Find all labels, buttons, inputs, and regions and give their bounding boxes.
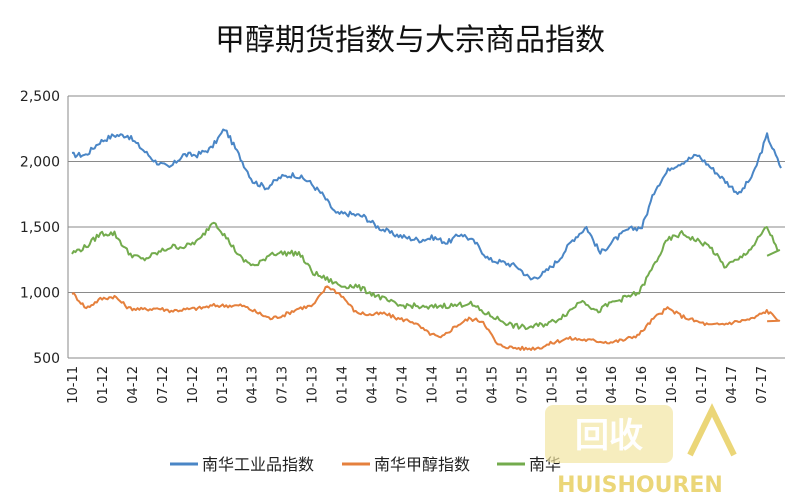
x-tick-label: 01-14 — [336, 366, 351, 404]
x-tick-label: 01-13 — [216, 366, 231, 404]
x-tick-label: 07-17 — [755, 366, 770, 404]
series-lines — [71, 128, 782, 351]
x-tick-label: 10-15 — [545, 366, 560, 404]
x-tick-label: 10-12 — [186, 366, 201, 404]
legend-label-methanol: 南华甲醇指数 — [374, 455, 470, 474]
gridlines — [67, 95, 785, 359]
x-tick-label: 01-16 — [575, 366, 590, 404]
x-tick-label: 07-16 — [635, 366, 650, 404]
watermark-brand: HUISHOUREN — [557, 473, 723, 498]
x-tick-label: 01-12 — [96, 366, 111, 404]
watermark-badge — [545, 405, 673, 463]
x-axis-ticks: 10-11 01-12 04-12 07-12 10-12 01-13 04-13 07-13… — [66, 366, 770, 404]
series-methanol-line — [71, 285, 781, 351]
x-tick-label: 04-12 — [126, 366, 141, 404]
x-tick-label: 07-13 — [276, 366, 291, 404]
watermark-arrow-icon — [687, 403, 737, 457]
y-tick-label: 1,500 — [20, 220, 60, 236]
series-industrial-line — [71, 128, 782, 281]
x-tick-label: 07-14 — [396, 366, 411, 404]
chart-title: 甲醇期货指数与大宗商品指数 — [215, 23, 605, 58]
x-tick-label: 01-17 — [695, 366, 710, 404]
legend: 南华工业品指数 南华甲醇指数 南华 — [170, 455, 561, 474]
x-tick-label: 10-14 — [425, 366, 440, 404]
x-tick-label: 04-15 — [485, 366, 500, 404]
watermark-logo: 回收 HUISHOUREN — [545, 403, 737, 498]
x-tick-label: 07-12 — [156, 366, 171, 404]
legend-label-industrial: 南华工业品指数 — [202, 455, 314, 474]
x-tick-label: 04-17 — [725, 366, 740, 404]
watermark-logo-text: 回收 — [575, 416, 643, 456]
y-tick-label: 2,500 — [20, 89, 60, 105]
x-tick-label: 10-13 — [306, 366, 321, 404]
y-tick-label: 2,000 — [20, 155, 60, 171]
x-tick-label: 04-13 — [246, 366, 261, 404]
x-tick-label: 04-14 — [366, 366, 381, 404]
x-tick-label: 04-16 — [605, 366, 620, 404]
y-tick-label: 1,000 — [20, 286, 60, 302]
x-tick-label: 01-15 — [455, 366, 470, 404]
y-axis-ticks: 2,500 2,000 1,500 1,000 500 — [20, 89, 60, 367]
x-tick-label: 10-16 — [665, 366, 680, 404]
series-third-line — [71, 221, 781, 331]
x-tick-label: 10-11 — [66, 366, 81, 404]
x-tick-label: 07-15 — [515, 366, 530, 404]
y-tick-label: 500 — [33, 351, 60, 367]
